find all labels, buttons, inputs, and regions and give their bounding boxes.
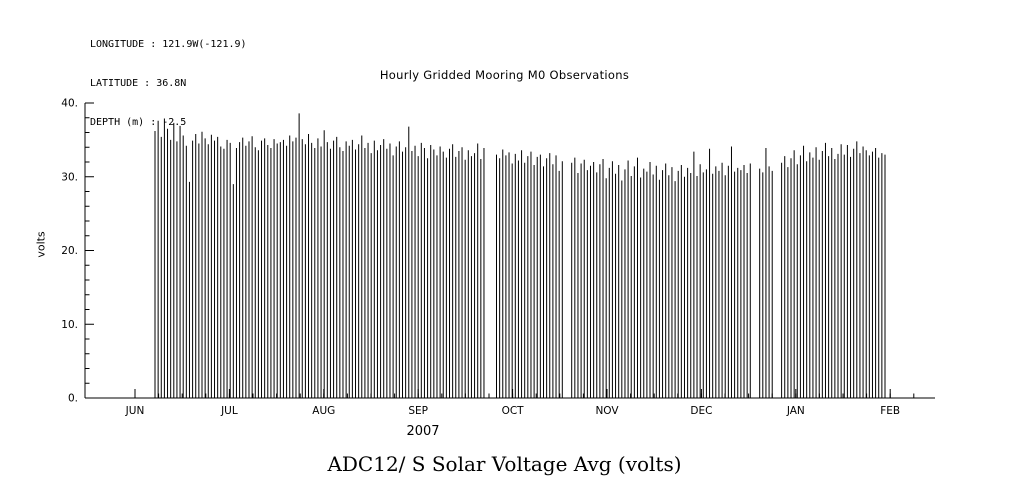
x-tick-month-label: JUN	[125, 405, 145, 417]
x-tick-month-label: SEP	[408, 405, 428, 417]
y-tick-label: 20.	[61, 245, 78, 257]
voltage-series	[154, 113, 886, 398]
y-tick-label: 0.	[68, 393, 78, 405]
chart-title: Hourly Gridded Mooring M0 Observations	[379, 68, 630, 82]
x-tick-month-label: FEB	[880, 405, 900, 417]
metadata-longitude: LONGITUDE : 121.9W(-121.9)	[90, 39, 247, 50]
axes	[84, 102, 935, 399]
x-tick-month-label: JUL	[220, 405, 238, 417]
station-metadata: LONGITUDE : 121.9W(-121.9) LATITUDE : 36…	[90, 12, 247, 155]
y-tick-label: 10.	[61, 319, 78, 331]
axis-tick-labels: 0. 10. 20. 30. 40. JUN JUL AUG SEP OCT NOV DEC JAN FE…	[61, 98, 900, 418]
y-tick-label: 30.	[61, 171, 78, 183]
x-tick-month-label: AUG	[312, 405, 335, 417]
x-tick-month-label: NOV	[595, 405, 619, 417]
x-axis-year-label: 2007	[406, 424, 440, 439]
y-tick-label: 40.	[61, 98, 78, 110]
x-tick-month-label: OCT	[502, 405, 525, 417]
x-tick-month-label: JAN	[786, 405, 805, 417]
metadata-depth: DEPTH (m) : -2.5	[90, 117, 187, 128]
y-axis-label: volts	[34, 231, 48, 258]
metadata-latitude: LATITUDE : 36.8N	[90, 78, 187, 89]
x-tick-month-label: DEC	[690, 405, 712, 417]
figure-footer-title: ADC12/ S Solar Voltage Avg (volts)	[327, 452, 682, 476]
